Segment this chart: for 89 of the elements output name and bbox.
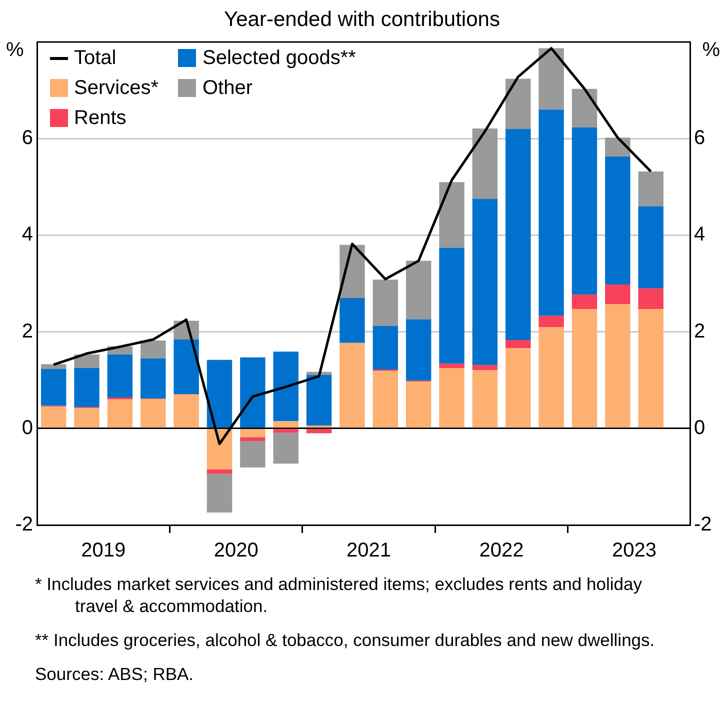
y2-tick-label: 0 [694,416,706,439]
bar [40,406,66,428]
bar [74,354,100,368]
chart-title: Year-ended with contributions [224,8,500,31]
bar [340,342,365,428]
bar [638,171,664,206]
x-tick-label: 2019 [81,540,126,562]
bar [240,440,266,468]
bar [174,394,199,428]
legend-label: Rents [74,106,126,130]
bar [572,127,598,295]
bar [240,357,266,428]
y2-tick-label: -2 [694,514,712,536]
y2-tick-label: 4 [694,224,706,246]
bar [74,368,100,408]
bar [174,340,199,394]
bar [605,138,630,156]
bar [206,360,232,428]
bar [140,398,166,428]
y2-tick-label: 2 [694,320,706,342]
y-axis-title: % [6,39,24,61]
y-tick-label: 0 [22,416,33,439]
bar [372,326,398,370]
bar [306,374,332,426]
bar [439,364,464,368]
bar [439,182,464,248]
bar [605,284,630,304]
y-tick-label: 4 [22,224,33,246]
bar [605,304,630,428]
y2-axis-title: % [702,39,720,61]
text: * Includes market services and administered items; excludes rents and holiday travel & accommodation. [35,573,643,617]
x-tick-label: 2023 [612,540,657,562]
bar [439,248,464,364]
bar [372,370,398,428]
bar [638,309,664,428]
bar [506,348,531,428]
bar [506,78,531,129]
bar [140,340,166,358]
bar [273,432,298,464]
bar [306,429,332,434]
bar [506,128,531,340]
bar [439,368,464,428]
bar [605,156,630,284]
bar [140,358,166,398]
bar [74,408,100,428]
bar [506,340,531,348]
bar [240,429,266,438]
bar [40,364,66,369]
y-tick-label: 6 [22,127,33,150]
bar [40,368,66,406]
bar [638,206,664,288]
x-tick-label: 2022 [479,540,524,562]
bar [538,110,564,316]
bar [206,429,232,470]
text: ** Includes groceries, alcohol & tobacco, consumer durables and new dwellings. [35,629,656,651]
bar [406,260,432,320]
bar [273,352,298,422]
bar [273,421,298,428]
bar [472,365,498,370]
bar [572,294,598,310]
bar [107,399,133,428]
bar [340,298,365,343]
bar [472,128,498,199]
legend-label: Services* [74,76,158,100]
bar [538,326,564,428]
y2-tick-label: 6 [694,127,706,150]
legend-label: Total [74,46,116,70]
legend-label: Other [202,76,253,100]
bar [107,354,133,398]
bar [372,280,398,326]
bar [472,370,498,428]
x-tick-label: 2020 [214,540,258,562]
bar [206,474,232,512]
y-tick-label: -2 [15,514,33,536]
bar [240,437,266,441]
bar [572,309,598,428]
bar [538,316,564,327]
bar [273,429,298,433]
bar [472,198,498,366]
y-tick-label: 2 [22,320,33,342]
bar [538,48,564,110]
bar [638,288,664,310]
x-tick-label: 2021 [346,540,392,562]
source-note: Sources: ABS; RBA. [35,663,195,685]
bar [406,319,432,381]
bar [206,469,232,474]
legend-label: Selected goods** [202,46,356,70]
bar [572,88,598,128]
bar [406,382,432,428]
